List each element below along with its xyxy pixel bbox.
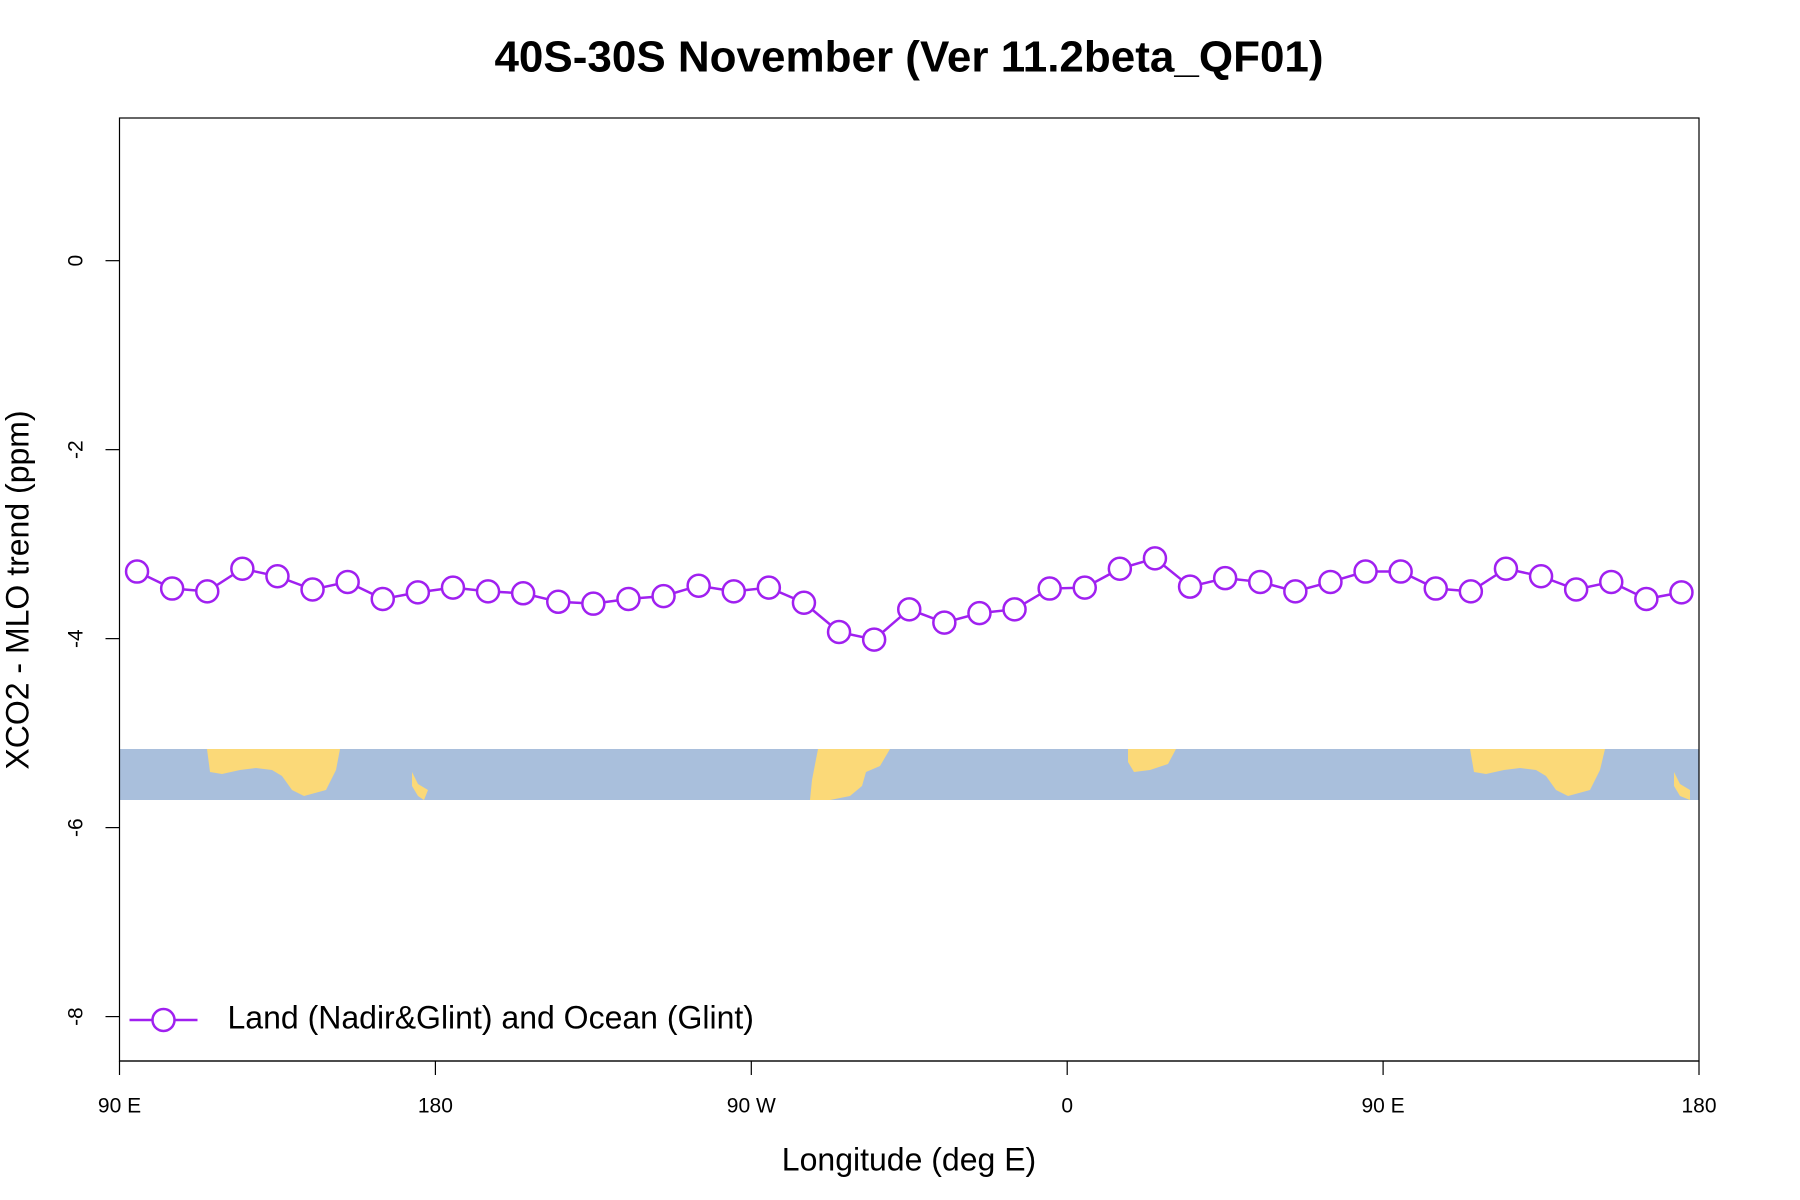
data-point — [1177, 574, 1203, 599]
data-point — [1318, 569, 1343, 595]
data-point — [475, 579, 501, 604]
data-point — [932, 610, 957, 635]
data-point — [300, 577, 325, 602]
data-point — [861, 627, 887, 652]
data-point — [265, 564, 290, 589]
data-point — [405, 580, 431, 605]
data-point — [651, 583, 676, 609]
data-point — [1563, 577, 1589, 602]
data-point — [440, 575, 466, 600]
data-point — [230, 556, 255, 581]
x-tick-label: 90 W — [727, 1095, 776, 1118]
y-tick-label: 0 — [65, 255, 88, 267]
map-strip — [119, 749, 1699, 800]
data-point — [335, 569, 360, 595]
data-point — [1528, 564, 1554, 589]
legend-marker — [151, 1007, 176, 1033]
data-point — [1002, 597, 1027, 622]
data-point — [897, 597, 922, 622]
data-point — [1107, 556, 1133, 581]
data-point — [967, 600, 992, 626]
land-south-america — [810, 749, 890, 800]
x-tick-label: 90 E — [98, 1095, 141, 1118]
data-point — [1388, 559, 1413, 584]
x-tick-label: 180 — [418, 1095, 453, 1118]
x-tick-label: 180 — [1681, 1095, 1716, 1118]
y-tick-label: -2 — [65, 440, 88, 459]
data-point — [1599, 569, 1624, 595]
x-axis-label: Longitude (deg E) — [782, 1141, 1036, 1177]
legend-label: Land (Nadir&Glint) and Ocean (Glint) — [228, 999, 754, 1035]
data-point — [1634, 586, 1659, 612]
data-point — [510, 581, 536, 606]
data-point — [1248, 569, 1273, 595]
data-point — [195, 579, 220, 604]
data-point — [686, 573, 711, 598]
chart-title: 40S-30S November (Ver 11.2beta_QF01) — [494, 33, 1323, 82]
y-tick-label: -8 — [65, 1007, 88, 1026]
land-australia-2 — [1470, 749, 1605, 796]
y-tick-label: -4 — [65, 629, 88, 648]
x-tick-label: 0 — [1061, 1095, 1073, 1118]
data-point — [1212, 565, 1238, 591]
data-point — [1669, 580, 1694, 605]
data-point — [791, 590, 817, 615]
data-point — [721, 579, 746, 604]
data-point — [370, 586, 395, 612]
x-tick-label: 90 E — [1361, 1095, 1404, 1118]
y-tick-label: -6 — [65, 818, 88, 837]
data-point — [159, 576, 185, 601]
land-australia — [207, 749, 340, 796]
data-point — [616, 586, 641, 612]
data-point — [581, 591, 606, 616]
data-point — [1493, 556, 1519, 581]
data-point — [546, 589, 571, 615]
data-point — [1458, 579, 1484, 604]
land-nz-2 — [1674, 772, 1690, 800]
data-point — [1072, 575, 1097, 600]
data-point — [1142, 546, 1168, 571]
data-point — [1353, 559, 1378, 584]
data-point — [1283, 579, 1308, 604]
ocean-band — [119, 749, 1699, 800]
data-point — [756, 575, 782, 600]
data-point — [1037, 576, 1062, 601]
land-nz — [412, 772, 428, 800]
data-point — [1423, 576, 1448, 601]
land-africa — [1128, 749, 1176, 772]
data-point — [826, 619, 852, 645]
y-axis-label: XCO2 - MLO trend (ppm) — [0, 410, 35, 769]
data-point — [124, 559, 150, 584]
